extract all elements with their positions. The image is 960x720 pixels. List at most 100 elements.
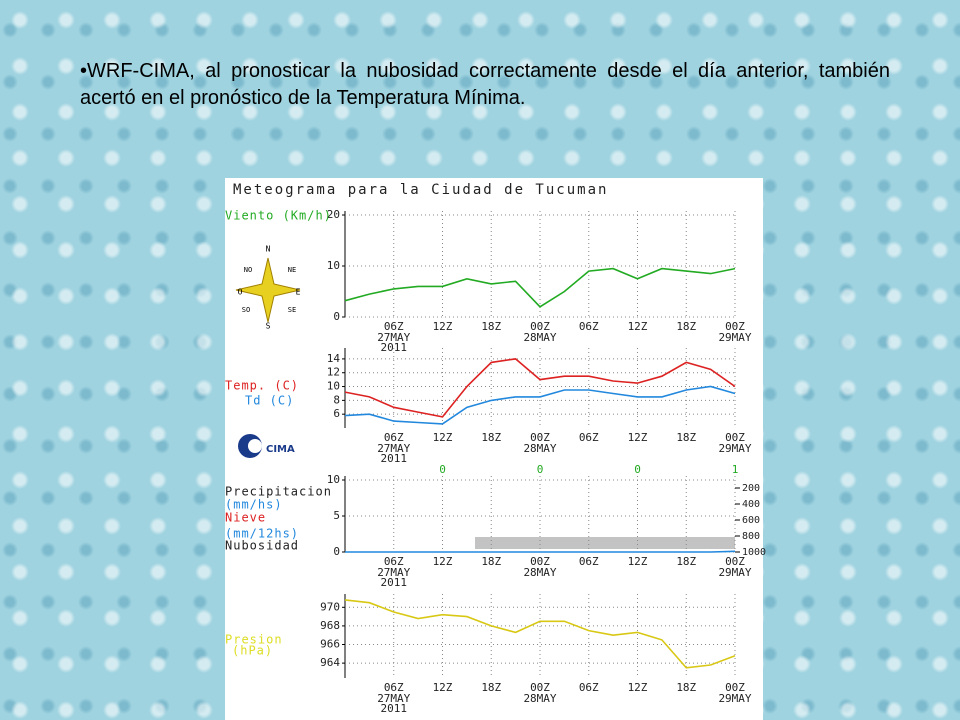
compass: N NO NE O E SO SE S [235,245,301,331]
date-label: 28MAY [523,331,556,344]
x-tick-label: 00Z [530,320,550,333]
compass-label: O [238,288,243,297]
x-tick-label: 12Z [628,681,648,694]
x-tick-label: 12Z [433,555,453,568]
y-tick-label: 6 [333,407,340,420]
side-label: Viento (Km/h) [225,209,332,223]
side-label: (hPa) [232,644,273,658]
x-tick-label: 12Z [628,320,648,333]
x-tick-label: 06Z [384,431,404,444]
bullet-text: WRF-CIMA, al pronosticar la nubosidad co… [80,58,890,112]
series-line [344,267,736,308]
date-label: 28MAY [523,566,556,579]
x-tick-label: 00Z [725,681,745,694]
year-label: 2011 [381,452,408,465]
series-line [345,550,736,553]
series-line [344,599,736,669]
y-tick-label: 8 [333,393,340,406]
year-label: 2011 [381,341,408,354]
x-tick-label: 18Z [481,431,501,444]
y-tick-label: 10 [327,259,340,272]
y2-tick-label: 400 [742,499,760,510]
x-tick-label: 12Z [628,431,648,444]
x-tick-label: 00Z [530,681,550,694]
side-label: Precipitacion [225,485,332,499]
y-tick-label: 14 [327,352,341,365]
compass-label: SO [242,306,250,314]
date-label: 28MAY [523,442,556,455]
year-label: 2011 [381,702,408,715]
series-line [344,358,736,418]
x-tick-label: 12Z [433,681,453,694]
meteogram-background [225,178,763,720]
y2-tick-label: 800 [742,531,760,542]
y2-tick-label: 200 [742,483,760,494]
date-label: 27MAY [377,442,410,455]
x-tick-label: 18Z [481,681,501,694]
y2-tick-label: 600 [742,515,760,526]
y-tick-label: 5 [333,509,340,522]
accum-label: 0 [439,463,446,476]
x-tick-label: 00Z [530,431,550,444]
x-tick-label: 18Z [481,320,501,333]
x-tick-label: 12Z [628,555,648,568]
x-tick-label: 06Z [384,320,404,333]
compass-label: NE [288,266,296,274]
compass-label: N [266,245,271,254]
date-label: 29MAY [718,692,751,705]
side-label: Nubosidad [225,539,299,553]
side-label: Presion [225,633,283,647]
x-tick-label: 18Z [676,320,696,333]
y-tick-label: 20 [327,208,340,221]
date-label: 27MAY [377,566,410,579]
y2-tick-label: 1000 [742,547,766,558]
y-tick-label: 968 [320,619,340,632]
y-tick-label: 12 [327,366,340,379]
compass-label: NO [244,266,252,274]
side-label: (mm/12hs) [225,527,299,541]
compass-label: S [266,322,271,331]
x-tick-label: 06Z [579,555,599,568]
side-label: (mm/hs) [225,498,283,512]
y-tick-label: 10 [327,473,340,486]
side-label: Temp. (C) [225,379,299,393]
cima-logo: CIMA [238,434,295,458]
x-tick-label: 06Z [384,555,404,568]
year-label: 2011 [381,576,408,589]
x-tick-label: 18Z [481,555,501,568]
x-tick-label: 06Z [579,320,599,333]
compass-label: E [296,288,301,297]
y-tick-label: 10 [327,380,340,393]
x-tick-label: 06Z [384,681,404,694]
date-label: 29MAY [718,331,751,344]
x-tick-label: 06Z [579,681,599,694]
accum-label: 0 [634,463,641,476]
y-tick-label: 970 [320,600,340,613]
accum-label: 0 [537,463,544,476]
x-tick-label: 18Z [676,681,696,694]
meteogram-title: Meteograma para la Ciudad de Tucuman [233,182,608,198]
x-tick-label: 00Z [530,555,550,568]
y-tick-label: 0 [333,310,340,323]
x-tick-label: 06Z [579,431,599,444]
date-label: 29MAY [718,566,751,579]
side-label: Td (C) [245,394,294,408]
logo-text: CIMA [266,444,295,455]
y-tick-label: 964 [320,656,340,669]
date-label: 27MAY [377,331,410,344]
x-tick-label: 00Z [725,320,745,333]
cloud-shading [475,537,735,549]
side-label: Nieve [225,511,266,525]
date-label: 29MAY [718,442,751,455]
y-tick-label: 0 [333,545,340,558]
x-tick-label: 00Z [725,431,745,444]
x-tick-label: 18Z [676,555,696,568]
x-tick-label: 12Z [433,431,453,444]
compass-label: SE [288,306,296,314]
x-tick-label: 12Z [433,320,453,333]
x-tick-label: 00Z [725,555,745,568]
date-label: 27MAY [377,692,410,705]
accum-label: 1 [732,463,739,476]
